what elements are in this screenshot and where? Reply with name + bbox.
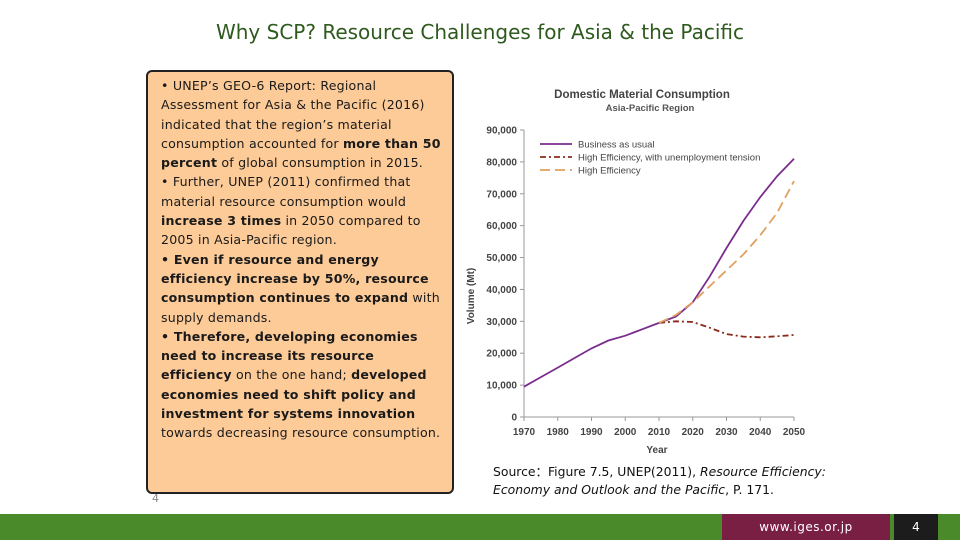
source-citation: Source：Figure 7.5, UNEP(2011), Resource … (493, 463, 833, 499)
line-chart: Domestic Material Consumption Asia-Pacif… (466, 89, 806, 456)
y-tick-label: 20,000 (486, 349, 517, 360)
y-tick-label: 30,000 (486, 317, 517, 328)
series-line (523, 158, 795, 388)
y-tick-label: 10,000 (486, 381, 517, 392)
y-tick-label: 70,000 (486, 189, 517, 200)
bullet-text: with supply demands. (161, 290, 440, 325)
legend-label: Business as usual (578, 140, 655, 151)
x-tick-label: 2000 (614, 427, 637, 438)
y-tick-label: 60,000 (486, 221, 517, 232)
legend: Business as usual High Efficiency, with u… (540, 140, 760, 177)
bullet-text: towards decreasing resource consumption. (161, 425, 441, 441)
footer-url[interactable]: www.iges.or.jp (722, 514, 890, 540)
y-tick-label: 90,000 (486, 126, 517, 137)
x-tick-label: 2050 (783, 427, 806, 438)
page-mark: 4 (152, 492, 159, 505)
y-axis-label: Volume (Mt) (466, 268, 477, 324)
chart-title: Domestic Material Consumption (554, 89, 730, 101)
series-line (658, 320, 795, 339)
bullet-text: • UNEP’s GEO-6 Report: Regional Assessme… (161, 78, 425, 151)
source-title: Resource Efficiency: Economy and Outlook… (493, 464, 826, 497)
bullet-bold-text: developed economies need to shift policy… (161, 367, 427, 422)
y-tick-label: 40,000 (486, 285, 517, 296)
series-group (523, 158, 795, 388)
y-tick-label: 50,000 (486, 253, 517, 264)
axes: 0 10,000 20,000 30,000 40,000 50,000 60,000 70,… (486, 126, 805, 439)
x-tick-label: 1980 (547, 427, 570, 438)
bullet-item: • Even if resource and energy efficiency… (161, 250, 442, 327)
bullet-list: • UNEP’s GEO-6 Report: Regional Assessme… (161, 76, 442, 443)
bullet-text: in 2050 compared to 2005 in Asia-Pacific… (161, 213, 421, 248)
x-tick-label: 2010 (648, 427, 671, 438)
footer-page-number: 4 (894, 514, 938, 540)
y-tick-label: 80,000 (486, 157, 517, 168)
legend-label: High Efficiency, with unemployment tensi… (578, 153, 760, 164)
bullet-bold-text: • Even if resource and energy efficiency… (161, 251, 429, 306)
bullet-bold-text: increase 3 times (161, 213, 282, 229)
bullet-item: • Further, UNEP (2011) confirmed that ma… (161, 172, 442, 249)
slide-title: Why SCP? Resource Challenges for Asia & … (215, 20, 744, 44)
source-suffix: , P. 171. (725, 482, 774, 497)
bullet-item: • UNEP’s GEO-6 Report: Regional Assessme… (161, 76, 442, 172)
source-prefix: Source：Figure 7.5, UNEP(2011), (493, 464, 701, 479)
bullet-bold-text: • Therefore, developing economies need t… (161, 328, 418, 383)
x-axis-label: Year (646, 445, 667, 456)
bullet-item: • Therefore, developing economies need t… (161, 327, 442, 443)
x-tick-label: 1970 (513, 427, 536, 438)
x-tick-label: 2020 (682, 427, 705, 438)
y-tick-label: 0 (511, 413, 517, 424)
series-line (658, 180, 795, 324)
text-box: • UNEP’s GEO-6 Report: Regional Assessme… (146, 70, 454, 494)
legend-label: High Efficiency (578, 166, 641, 177)
x-tick-label: 2030 (715, 427, 738, 438)
x-tick-label: 1990 (580, 427, 603, 438)
bullet-text: of global consumption in 2015. (217, 155, 424, 171)
bullet-text: • Further, UNEP (2011) confirmed that ma… (161, 174, 411, 209)
bullet-bold-text: more than 50 percent (161, 135, 441, 171)
x-tick-label: 2040 (749, 427, 772, 438)
chart-subtitle: Asia-Pacific Region (606, 103, 695, 114)
bullet-text: on the one hand; (231, 367, 352, 383)
